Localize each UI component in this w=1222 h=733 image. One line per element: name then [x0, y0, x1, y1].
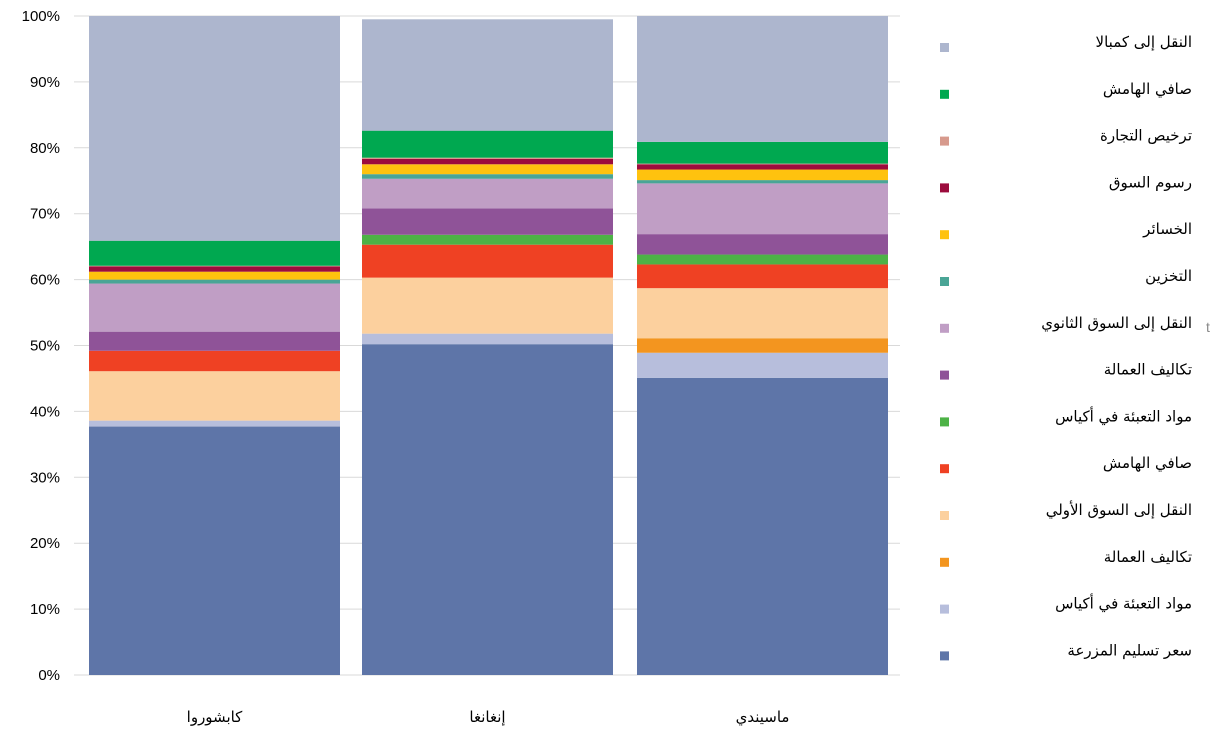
bar-segment: [637, 180, 888, 184]
legend-swatch: [940, 277, 949, 286]
legend-label: ترخيص التجارة: [1100, 127, 1192, 145]
legend-swatch: [940, 464, 949, 474]
y-tick-label: 70%: [30, 206, 60, 223]
bar-segment: [637, 163, 888, 165]
legend-label: تكاليف العمالة: [1104, 548, 1192, 566]
bar-stack: [362, 19, 613, 675]
category-label: إنغانغا: [469, 708, 505, 726]
bar-segment: [362, 333, 613, 345]
legend-swatch: [940, 183, 949, 193]
bar-segment: [362, 344, 613, 675]
bar-segment: [637, 288, 888, 339]
legend-label: الخسائر: [1142, 220, 1192, 238]
y-tick-label: 50%: [30, 338, 60, 355]
x-axis-category-labels: كابشوروا إنغانغا ماسيندي: [187, 708, 790, 727]
bar-segment: [89, 240, 340, 266]
bar-segment: [89, 266, 340, 272]
bar-segment: [637, 234, 888, 255]
bar-stack: [637, 16, 888, 675]
y-tick-label: 30%: [30, 469, 60, 486]
bar-segment: [362, 159, 613, 165]
bar-segment: [89, 283, 340, 332]
bar-segment: [89, 331, 340, 351]
legend: سعر تسليم المزرعة مواد التعبئة في أكياس تك…: [940, 33, 1192, 661]
bar-segment: [637, 377, 888, 675]
bar-segment: [89, 265, 340, 267]
legend-swatch: [940, 89, 949, 99]
y-tick-label: 100%: [22, 8, 60, 25]
legend-label: مواد التعبئة في أكياس: [1055, 594, 1192, 614]
y-tick-label: 40%: [30, 403, 60, 420]
y-tick-label: 10%: [30, 601, 60, 618]
legend-label: النقل إلى السوق الأولي: [1046, 500, 1192, 520]
bar-segment: [362, 157, 613, 160]
stray-annotation: t: [1206, 319, 1210, 335]
legend-swatch: [940, 651, 949, 661]
y-axis-tick-labels: 0% 10% 20% 30% 40% 50% 60% 70% 80% 90% 100%: [22, 8, 60, 684]
bar-segment: [637, 141, 888, 164]
bar-segment: [362, 178, 613, 209]
y-tick-label: 80%: [30, 140, 60, 157]
legend-swatch: [940, 557, 949, 567]
legend-label: النقل إلى كمبالا: [1096, 33, 1192, 51]
legend-swatch: [940, 417, 949, 427]
bar-segment: [362, 234, 613, 245]
bar-segment: [89, 271, 340, 280]
y-tick-label: 0%: [38, 667, 60, 684]
bar-segment: [637, 254, 888, 265]
bar-segment: [362, 19, 613, 131]
legend-swatch: [940, 370, 949, 380]
category-label: ماسيندي: [736, 708, 790, 727]
y-tick-label: 60%: [30, 272, 60, 289]
legend-swatch: [940, 230, 949, 240]
y-tick-label: 20%: [30, 535, 60, 552]
bar-segment: [637, 352, 888, 378]
bar-segment: [362, 244, 613, 278]
bar-segment: [89, 16, 340, 241]
bar-stack: [89, 16, 340, 675]
legend-label: رسوم السوق: [1109, 173, 1192, 191]
bar-segment: [637, 338, 888, 353]
bar-segment: [362, 277, 613, 334]
bar-segment: [637, 16, 888, 142]
legend-label: سعر تسليم المزرعة: [1067, 641, 1192, 659]
legend-swatch: [940, 511, 949, 520]
legend-label: التخزين: [1145, 267, 1192, 285]
bar-segment: [89, 426, 340, 675]
bar-segment: [89, 420, 340, 427]
legend-label: النقل إلى السوق الثانوي: [1041, 314, 1192, 333]
legend-label: صافي الهامش: [1103, 454, 1192, 473]
legend-swatch: [940, 136, 949, 146]
bar-segment: [89, 371, 340, 421]
bars: [89, 16, 888, 675]
legend-swatch: [940, 43, 949, 52]
bar-segment: [637, 183, 888, 235]
y-tick-label: 90%: [30, 74, 60, 91]
legend-swatch: [940, 604, 949, 614]
bar-segment: [89, 279, 340, 284]
bar-segment: [637, 164, 888, 170]
legend-label: مواد التعبئة في أكياس: [1055, 406, 1192, 426]
bar-segment: [637, 264, 888, 289]
bar-segment: [637, 169, 888, 181]
legend-label: صافي الهامش: [1103, 80, 1192, 99]
bar-segment: [362, 130, 613, 158]
bar-segment: [362, 208, 613, 235]
bar-segment: [362, 164, 613, 175]
legend-label: تكاليف العمالة: [1104, 361, 1192, 379]
bar-segment: [89, 350, 340, 372]
legend-swatch: [940, 323, 949, 333]
bar-segment: [362, 174, 613, 179]
category-label: كابشوروا: [187, 708, 244, 726]
